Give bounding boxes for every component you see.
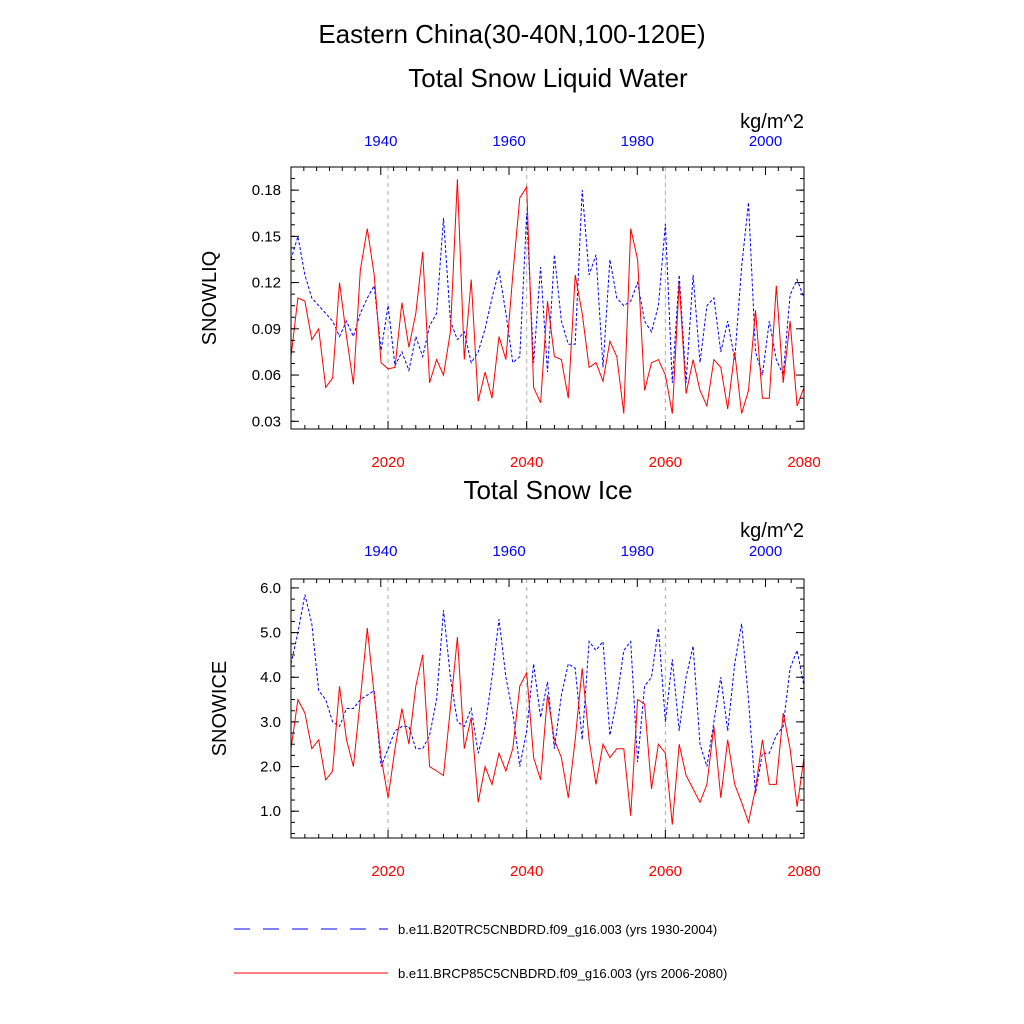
x-top-tick-label: 1940 [364,133,397,150]
panel-snowliq: Total Snow Liquid Water kg/m^2 SNOWLIQ 2020… [199,63,821,471]
x-top-tick-label: 1980 [621,133,654,150]
x-bottom-tick-label: 2080 [787,454,820,471]
y-tick-label: 0.06 [252,367,281,384]
chart-title-snowice: Total Snow Ice [463,475,632,505]
x-bottom-tick-label: 2020 [371,454,404,471]
plot-frame-snowice [290,578,805,839]
y-tick-label: 4.0 [260,669,281,686]
y-tick-label: 1.0 [260,803,281,820]
x-bottom-tick-label: 2040 [510,863,543,880]
x-bottom-tick-label: 2060 [649,454,682,471]
y-tick-label: 0.15 [252,228,281,245]
x-top-tick-label: 2000 [749,133,782,150]
y-tick-label: 3.0 [260,714,281,731]
y-tick-label: 0.18 [252,182,281,199]
series-line-1930-2004 [290,594,805,794]
y-tick-label: 0.12 [252,275,281,292]
plot-frame-snowliq [290,166,805,430]
series-line-1930-2004 [290,190,805,383]
y-axis-label-snowliq: SNOWLIQ [199,251,221,345]
legend: b.e11.B20TRC5CNBDRD.f09_g16.003 (yrs 193… [234,922,727,981]
x-bottom-tick-label: 2020 [371,863,404,880]
figure-title: Eastern China(30-40N,100-120E) [318,19,705,49]
x-top-tick-label: 1940 [364,543,397,560]
series-line-2006-2080 [290,179,805,414]
x-bottom-tick-label: 2060 [649,863,682,880]
x-top-tick-label: 2000 [749,543,782,560]
x-bottom-tick-label: 2080 [787,863,820,880]
y-tick-label: 6.0 [260,580,281,597]
chart-title-snowliq: Total Snow Liquid Water [408,63,688,93]
y-tick-label: 5.0 [260,625,281,642]
units-label-snowice: kg/m^2 [740,520,804,542]
series-line-2006-2080 [290,628,805,825]
x-top-tick-label: 1960 [492,543,525,560]
y-tick-label: 2.0 [260,759,281,776]
x-top-tick-label: 1960 [492,133,525,150]
y-tick-label: 0.03 [252,413,281,430]
legend-label-2006-2080: b.e11.BRCP85C5CNBDRD.f09_g16.003 (yrs 20… [398,966,727,981]
x-bottom-tick-label: 2040 [510,454,543,471]
legend-label-1930-2004: b.e11.B20TRC5CNBDRD.f09_g16.003 (yrs 193… [398,922,717,937]
y-tick-label: 0.09 [252,321,281,338]
panel-snowice: Total Snow Ice kg/m^2 SNOWICE 2020 2040 2060 2… [209,475,821,880]
units-label-snowliq: kg/m^2 [740,111,804,133]
y-axis-label-snowice: SNOWICE [209,661,231,757]
x-top-tick-label: 1980 [621,543,654,560]
